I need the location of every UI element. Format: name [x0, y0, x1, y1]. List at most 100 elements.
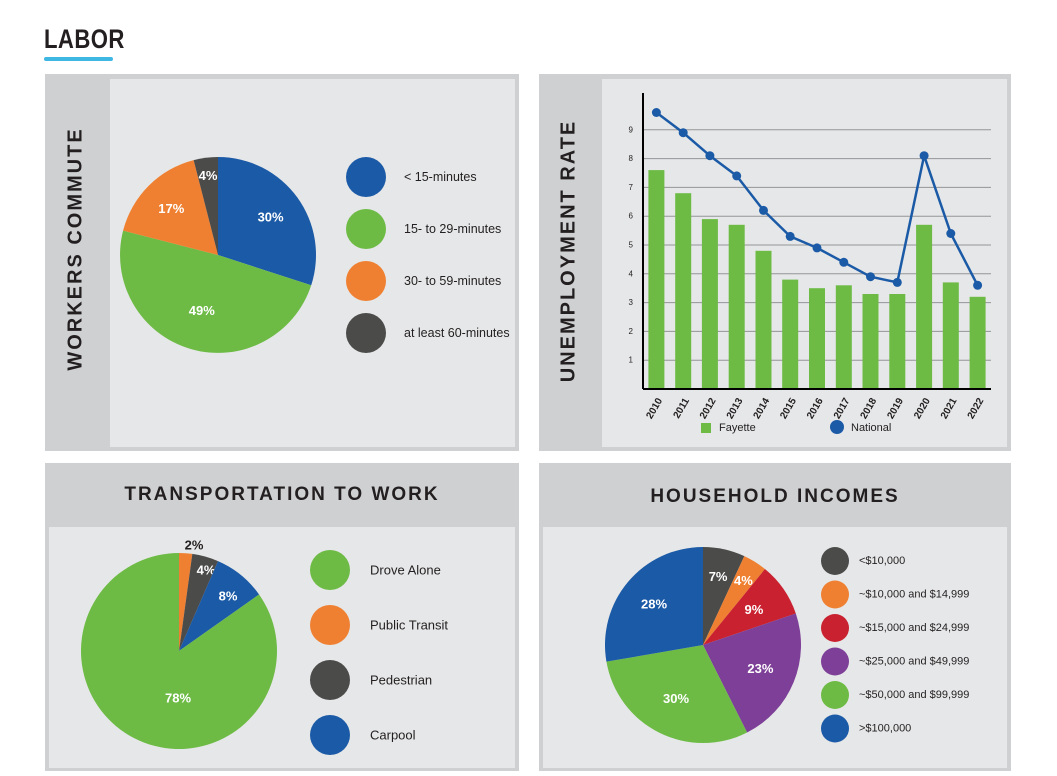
workers-commute-title: WORKERS COMMUTE	[64, 127, 87, 371]
legend-swatch-15-000-and-24-999	[821, 614, 849, 642]
pie-slice-public-transit	[179, 553, 193, 651]
legend-swatch-15-minutes	[346, 157, 386, 197]
y-tick-label: 8	[629, 154, 634, 163]
point-national-2022	[973, 280, 983, 290]
x-tick-label-2011: 2011	[672, 396, 693, 421]
legend-swatch-national	[830, 420, 844, 434]
legend-label-pedestrian: Pedestrian	[370, 673, 432, 688]
pie-label-10-000: 7%	[709, 569, 728, 584]
x-tick-label-2013: 2013	[725, 396, 746, 421]
legend-label-100-000: >$100,000	[859, 723, 911, 735]
point-national-2020	[919, 151, 929, 161]
pie-slice-drove-alone	[80, 553, 277, 749]
household-title: HOUSEHOLD INCOMES	[650, 486, 900, 507]
y-tick-label: 2	[629, 327, 634, 336]
bar-fayette-2011	[675, 193, 692, 389]
pie-label-25-000-and-49-999: 23%	[747, 661, 773, 676]
legend-label-50-000-and-99-999: ~$50,000 and $99,999	[859, 689, 969, 701]
pie-slice-10-000-and-14-999	[703, 556, 765, 645]
pie-slice-15-minutes	[218, 157, 316, 286]
x-tick-label-2010: 2010	[645, 396, 666, 421]
legend-swatch-10-000-and-14-999	[821, 580, 849, 609]
bar-fayette-2016	[809, 288, 825, 389]
legend-label-fayette: Fayette	[719, 422, 756, 434]
legend-swatch-fayette	[701, 423, 711, 433]
point-national-2013	[732, 171, 742, 181]
point-national-2014	[759, 205, 768, 215]
legend-label-15-to-29-minutes: 15- to 29-minutes	[404, 222, 501, 236]
legend-label-15-000-and-24-999: ~$15,000 and $24,999	[859, 622, 969, 634]
legend-swatch-at-least-60-minutes	[346, 313, 386, 353]
x-tick-label-2019: 2019	[885, 396, 906, 421]
pie-label-pedestrian: 4%	[197, 563, 216, 578]
point-national-2012	[705, 151, 715, 161]
pie-slice-30-to-59-minutes	[123, 160, 218, 255]
y-tick-label: 3	[629, 298, 634, 307]
pie-label-10-000-and-14-999: 4%	[734, 573, 753, 588]
pie-label-15-minutes: 30%	[258, 209, 284, 224]
pie-slice-15-to-29-minutes	[120, 230, 312, 353]
bar-fayette-2022	[969, 296, 986, 389]
y-tick-label: 7	[629, 183, 634, 192]
legend-label-drove-alone: Drove Alone	[370, 563, 441, 578]
pie-slice-25-000-and-49-999	[703, 613, 802, 733]
pie-slice-at-least-60-minutes	[193, 157, 218, 255]
transportation-title: TRANSPORTATION TO WORK	[124, 484, 440, 505]
pie-label-15-000-and-24-999: 9%	[745, 602, 764, 617]
y-tick-label: 1	[629, 356, 634, 365]
pie-label-15-to-29-minutes: 49%	[189, 303, 215, 318]
pie-label-public-transit: 2%	[185, 538, 204, 553]
legend-label-national: National	[851, 422, 891, 434]
x-tick-label-2020: 2020	[912, 396, 933, 421]
legend-swatch-30-to-59-minutes	[346, 261, 386, 301]
legend-swatch-public-transit	[310, 605, 350, 645]
pie-slice-pedestrian	[179, 553, 219, 651]
point-national-2021	[946, 229, 956, 238]
legend-swatch-25-000-and-49-999	[821, 647, 849, 676]
point-national-2011	[678, 128, 688, 138]
x-tick-label-2017: 2017	[832, 396, 853, 421]
legend-label-at-least-60-minutes: at least 60-minutes	[404, 326, 510, 340]
page-title: LABOR	[44, 24, 125, 54]
legend-label-30-to-59-minutes: 30- to 59-minutes	[404, 274, 501, 288]
bar-fayette-2012	[701, 219, 718, 389]
point-national-2019	[892, 277, 902, 287]
pie-slice-15-000-and-24-999	[703, 569, 796, 645]
legend-label-10-000: <$10,000	[859, 555, 905, 567]
legend-label-carpool: Carpool	[370, 728, 416, 743]
unemployment-title: UNEMPLOYMENT RATE	[557, 119, 580, 383]
y-tick-label: 4	[629, 269, 634, 278]
legend-swatch-50-000-and-99-999	[821, 681, 849, 709]
point-national-2010	[651, 108, 661, 117]
legend-label-25-000-and-49-999: ~$25,000 and $49,999	[859, 656, 969, 668]
bar-fayette-2018	[862, 294, 879, 389]
bar-fayette-2013	[728, 224, 745, 389]
x-tick-label-2021: 2021	[939, 396, 960, 421]
x-tick-label-2022: 2022	[966, 396, 987, 421]
y-tick-label: 6	[629, 212, 634, 221]
bar-fayette-2014	[755, 250, 772, 389]
legend-swatch-carpool	[310, 715, 350, 755]
legend-label-10-000-and-14-999: ~$10,000 and $14,999	[859, 589, 969, 601]
point-national-2018	[866, 272, 875, 282]
pie-label-drove-alone: 78%	[165, 691, 191, 706]
pie-label-at-least-60-minutes: 4%	[199, 168, 218, 183]
pie-label-30-to-59-minutes: 17%	[158, 201, 184, 216]
bar-fayette-2021	[942, 282, 959, 389]
workers-commute-chart: 30% 49% 17% 4% < 15-minutes 15- to 29-minutes…	[120, 157, 510, 353]
x-tick-label-2015: 2015	[778, 396, 799, 421]
unemployment-chart-area	[602, 79, 1007, 447]
y-tick-label: 9	[629, 125, 634, 134]
legend-label-15-minutes: < 15-minutes	[404, 170, 477, 184]
legend-label-public-transit: Public Transit	[370, 618, 448, 633]
pie-label-carpool: 8%	[219, 589, 238, 604]
legend-swatch-15-to-29-minutes	[346, 209, 386, 249]
legend-swatch-100-000	[821, 714, 849, 743]
pie-label-100-000: 28%	[641, 596, 667, 611]
pie-slice-10-000	[703, 547, 745, 645]
x-tick-label-2018: 2018	[859, 396, 880, 421]
unemployment-chart: 1 2 3 4 5 6 7 8 9 2010 2011 2012 2013 2014 2015 2016 201…	[629, 93, 991, 434]
pie-slice-100-000	[605, 547, 703, 662]
bar-fayette-2019	[889, 294, 906, 389]
pie-label-50-000-and-99-999: 30%	[663, 691, 689, 706]
